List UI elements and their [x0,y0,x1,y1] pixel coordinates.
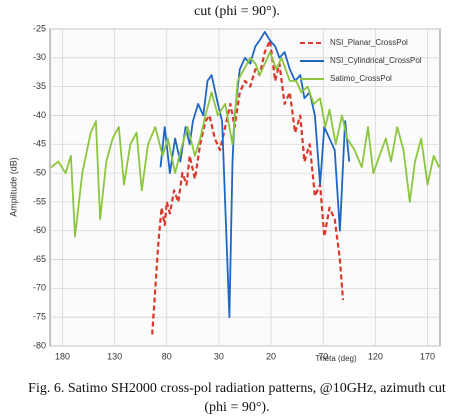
header: cut (phi = 90°). [194,4,280,19]
y-tick-label: -35 [33,81,46,91]
y-tick-label: -60 [33,225,46,235]
legend-label: NSI_Planar_CrossPol [330,38,408,47]
y-tick-label: -25 [33,23,46,33]
data-line [151,39,345,335]
x-tick-label: 130 [107,351,122,361]
y-tick-label: -70 [33,283,46,293]
y-tick-label: -55 [33,196,46,206]
legend-label: NSI_Cylindrical_CrossPol [330,56,422,65]
x-tick-label: 120 [368,351,383,361]
x-axis-label: Theta (deg) [315,354,357,363]
x-tick-label: 30 [214,351,224,361]
y-tick-label: -65 [33,254,46,264]
x-tick-label: 70 [318,351,328,361]
x-tick-label: 20 [266,351,276,361]
y-tick-label: -75 [33,312,46,322]
y-tick-label: -50 [33,167,46,177]
data-line [159,31,351,319]
y-tick-label: -80 [33,340,46,350]
y-tick-label: -30 [33,52,46,62]
caption: Fig. 6. Satimo SH2000 cross-pol radiatio… [28,381,446,396]
y-tick-label: -45 [33,139,46,149]
y-axis-label: Amplitude (dB) [8,157,18,217]
x-tick-label: 180 [55,351,70,361]
y-tick-label: -40 [33,110,46,120]
caption: (phi = 90°). [204,400,269,415]
x-tick-label: 170 [420,351,435,361]
legend-label: Satimo_CrossPol [330,74,392,83]
x-tick-label: 80 [162,351,172,361]
data-line [50,51,440,238]
